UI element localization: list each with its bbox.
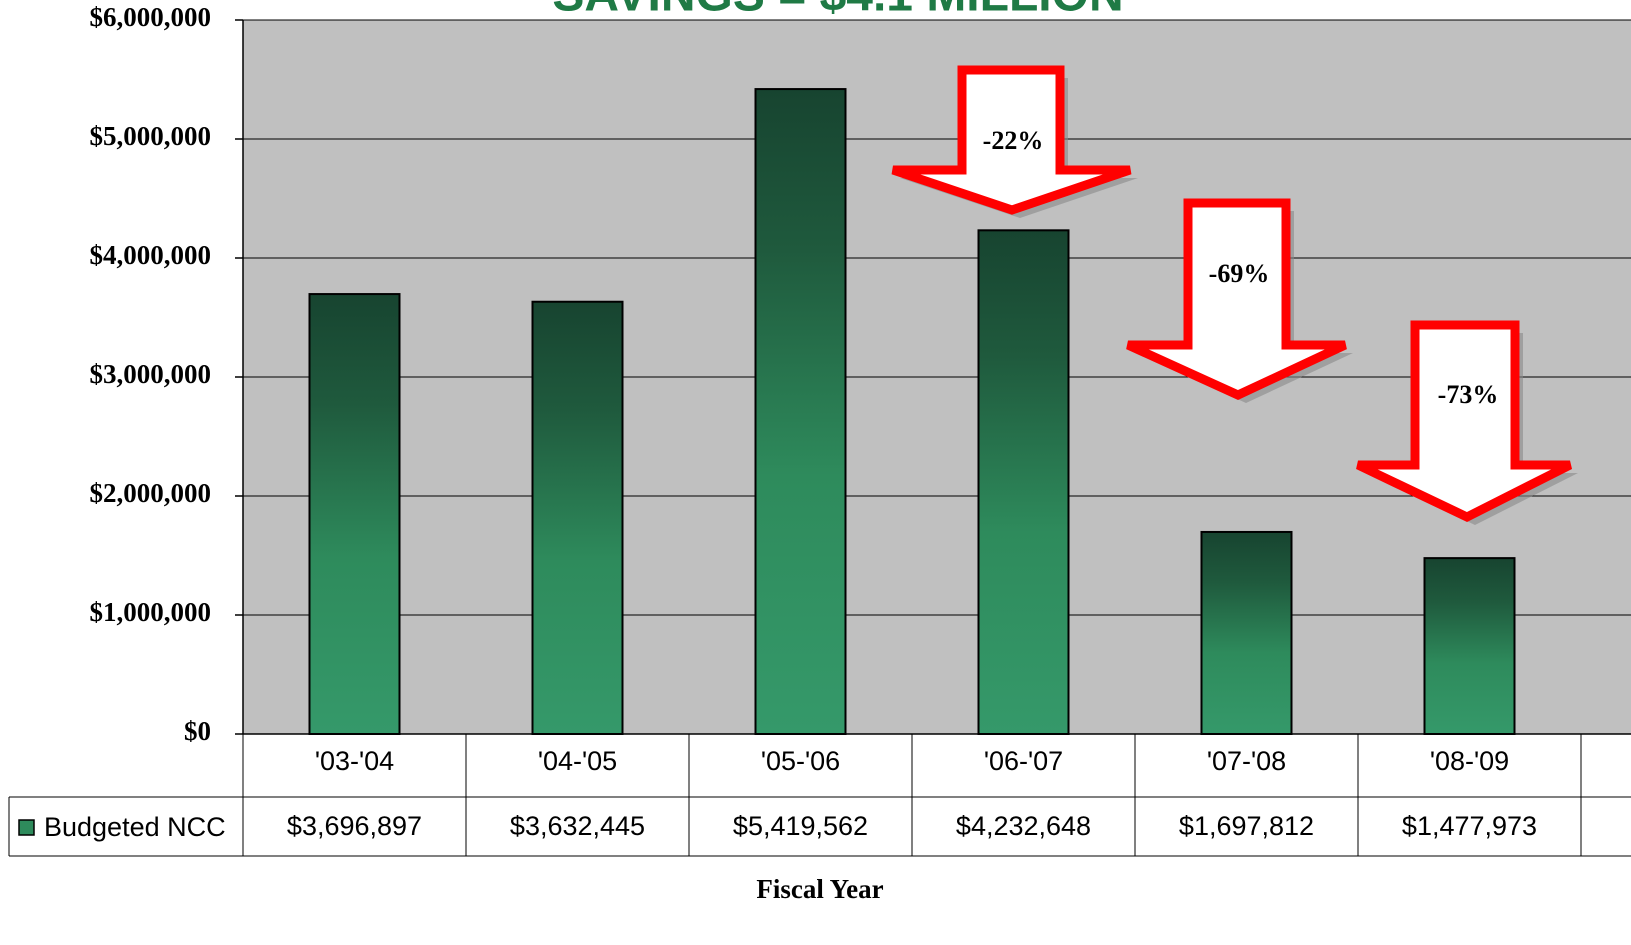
legend-swatch [18, 819, 35, 836]
bar [1423, 557, 1516, 735]
x-tick-label: '06-'07 [984, 746, 1063, 776]
y-tick-label: $4,000,000 [90, 240, 212, 270]
bar [1200, 530, 1293, 736]
annotation: -69% [1209, 259, 1270, 288]
bar [308, 293, 401, 735]
x-tick-label: '03-'04 [315, 746, 394, 776]
table-value: $3,696,897 [287, 811, 422, 841]
x-axis-label: Fiscal Year [756, 874, 883, 904]
data-table: Budgeted NCC '03-'04 $3,696,897 '04-'05 $3,6… [8, 733, 1631, 857]
y-tick-label: $2,000,000 [90, 478, 212, 508]
x-tick-label: '08-'09 [1430, 746, 1509, 776]
table-value: $5,419,562 [733, 811, 868, 841]
arrow: -22% [891, 65, 1138, 218]
table-value: $3,632,445 [510, 811, 645, 841]
arrow: -69% [1126, 198, 1353, 403]
annotation: -22% [983, 126, 1044, 155]
grid: $0 $1,000,000 $2,000,000 $3,000,000 $4,000,0… [90, 2, 1631, 746]
arrow: -73% [1356, 320, 1578, 525]
legend-label: Budgeted NCC [44, 812, 226, 842]
y-tick-label: $1,000,000 [90, 597, 212, 627]
annotation: -73% [1438, 380, 1499, 409]
bar [754, 88, 847, 735]
y-tick-label: $3,000,000 [90, 359, 212, 389]
bar [531, 300, 624, 735]
bar [977, 229, 1070, 735]
x-tick-label: '07-'08 [1207, 746, 1286, 776]
x-tick-label: '04-'05 [538, 746, 617, 776]
table-value: $1,697,812 [1179, 811, 1314, 841]
y-tick-label: $5,000,000 [90, 121, 212, 151]
table-value: $1,477,973 [1402, 811, 1537, 841]
y-tick-label: $6,000,000 [90, 2, 212, 32]
bars [308, 88, 1516, 736]
table-value: $4,232,648 [956, 811, 1091, 841]
x-tick-label: '05-'06 [761, 746, 840, 776]
y-tick-label: $0 [184, 716, 211, 746]
chart-title: SAVINGS = $4.1 MILLION [552, 0, 1123, 22]
